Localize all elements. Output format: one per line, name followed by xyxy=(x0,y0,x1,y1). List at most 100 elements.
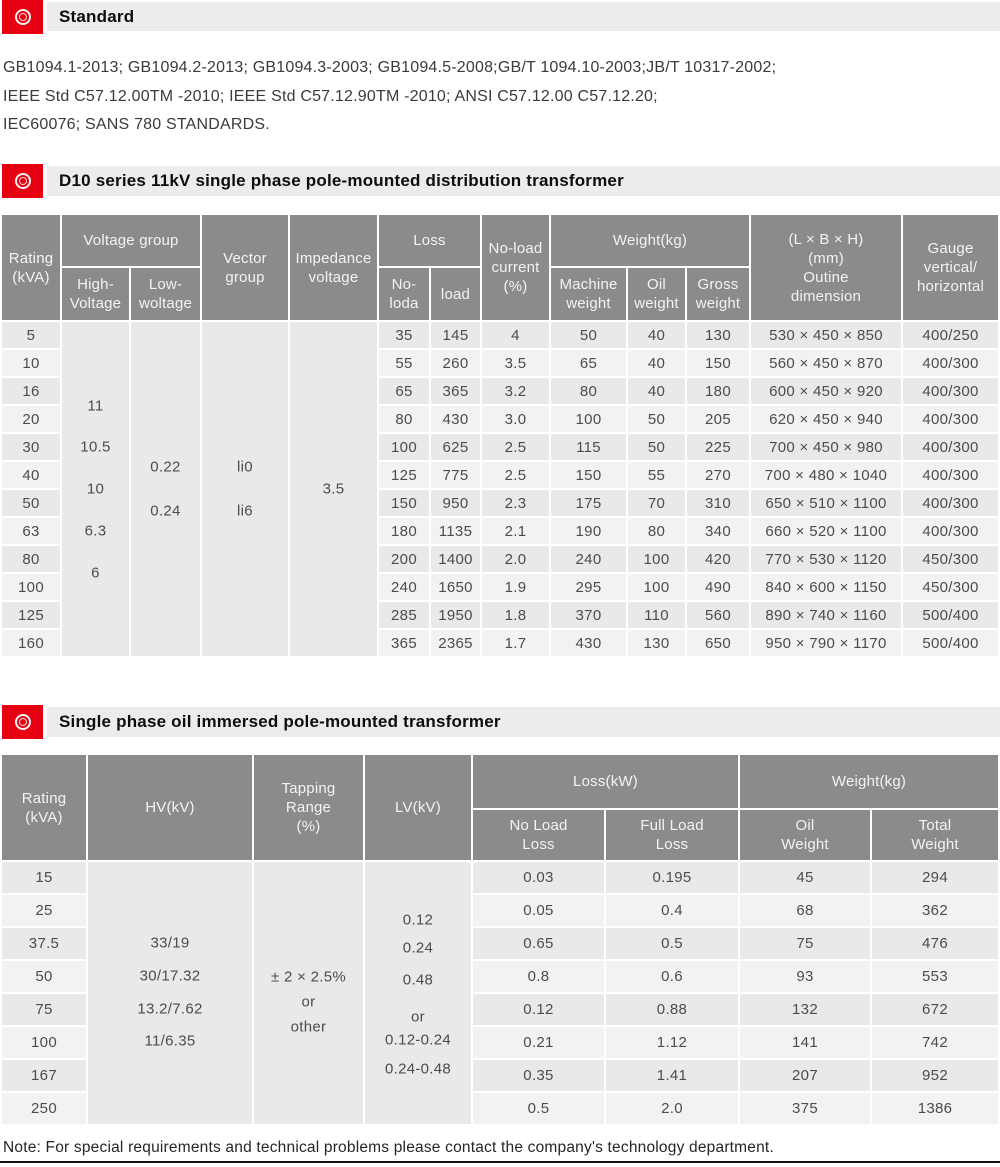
table-header-row: No Load Loss Full Load Loss Oil Weight T… xyxy=(2,810,998,860)
table-cell: 742 xyxy=(872,1027,998,1058)
merged-value: li6 xyxy=(237,502,253,520)
table-cell: 1135 xyxy=(431,518,480,544)
col-header-oil-weight: Oil Weight xyxy=(740,810,870,860)
table-cell: 2.0 xyxy=(606,1093,738,1124)
merged-value: 0.24-0.48 xyxy=(384,1060,452,1078)
table-row: 160 365 2365 1.7 430 130 650 950 × 790 × 1170 50… xyxy=(2,630,998,656)
table-body: 15 33/19 30/17.32 13.2/7.62 11/6.35 ± 2 × 2.5… xyxy=(2,862,998,1124)
merged-value: 6 xyxy=(91,564,100,581)
table-cell: 260 xyxy=(431,350,480,376)
table-row: 63 180 1135 2.1 190 80 340 660 × 520 × 1100 400/… xyxy=(2,518,998,544)
bottom-divider xyxy=(0,1161,1000,1163)
table-cell: 70 xyxy=(628,490,685,516)
col-header-rating: Rating (kVA) xyxy=(2,755,86,860)
merged-value: other xyxy=(290,1018,327,1036)
table-header-row: Rating (kVA) HV(kV) Tapping Range (%) LV… xyxy=(2,755,998,860)
col-header-no-load-current: No-load current (%) xyxy=(482,215,549,320)
table-cell: 150 xyxy=(687,350,749,376)
table-cell: 80 xyxy=(628,518,685,544)
table-cell: 50 xyxy=(551,322,626,348)
table-cell: 16 xyxy=(2,378,60,404)
table-cell: 0.03 xyxy=(473,862,604,893)
table-cell: 1950 xyxy=(431,602,480,628)
table-cell: 125 xyxy=(379,462,429,488)
table-cell: 65 xyxy=(379,378,429,404)
merged-value: li0 xyxy=(237,458,253,476)
table-cell: 950 × 790 × 1170 xyxy=(751,630,901,656)
merged-value: 13.2/7.62 xyxy=(137,1000,203,1018)
table-cell: 672 xyxy=(872,994,998,1025)
col-header-loss-kw: Loss(kW) xyxy=(473,755,738,808)
table-cell: 0.5 xyxy=(606,928,738,959)
company-emblem-icon xyxy=(2,164,43,198)
standards-line: IEEE Std C57.12.00TM -2010; IEEE Std C57… xyxy=(3,87,658,105)
table-cell: 340 xyxy=(687,518,749,544)
merged-value: 0.22 xyxy=(150,458,181,476)
table-cell: 150 xyxy=(551,462,626,488)
table-cell: 130 xyxy=(687,322,749,348)
table-cell: 68 xyxy=(740,895,870,926)
merged-value: 10 xyxy=(86,480,105,498)
table-cell: 270 xyxy=(687,462,749,488)
table-cell: 50 xyxy=(628,406,685,432)
table-cell: 100 xyxy=(2,1027,86,1058)
table-cell: 100 xyxy=(379,434,429,460)
table-cell: 770 × 530 × 1120 xyxy=(751,546,901,572)
table-cell: 400/300 xyxy=(903,434,998,460)
table-row: 50 150 950 2.3 175 70 310 650 × 510 × 1100 400/3… xyxy=(2,490,998,516)
merged-value: ± 2 × 2.5% xyxy=(270,968,347,986)
merged-value: 6.3 xyxy=(84,522,107,540)
table-cell: 63 xyxy=(2,518,60,544)
table-row: 50 0.8 0.6 93 553 xyxy=(2,961,998,992)
table-row: 80 200 1400 2.0 240 100 420 770 × 530 × 1120 450… xyxy=(2,546,998,572)
section-title: D10 series 11kV single phase pole-mounte… xyxy=(59,171,624,190)
table-cell: 1.12 xyxy=(606,1027,738,1058)
merged-value: 0.48 xyxy=(402,971,434,989)
merged-cell-impedance_voltage: 3.5 xyxy=(290,322,377,656)
table-cell: 240 xyxy=(551,546,626,572)
table-row: 30 100 625 2.5 115 50 225 700 × 450 × 980 400/30… xyxy=(2,434,998,460)
table-cell: 500/400 xyxy=(903,602,998,628)
table-cell: 560 × 450 × 870 xyxy=(751,350,901,376)
table-cell: 200 xyxy=(379,546,429,572)
table-cell: 1400 xyxy=(431,546,480,572)
table-cell: 840 × 600 × 1150 xyxy=(751,574,901,600)
table-cell: 1.8 xyxy=(482,602,549,628)
table-cell: 0.05 xyxy=(473,895,604,926)
table-cell: 0.195 xyxy=(606,862,738,893)
table-cell: 1.9 xyxy=(482,574,549,600)
table-cell: 0.4 xyxy=(606,895,738,926)
table-cell: 100 xyxy=(2,574,60,600)
table-cell: 150 xyxy=(379,490,429,516)
table-cell: 100 xyxy=(551,406,626,432)
col-header-no-load-loss: No- loda xyxy=(379,268,429,320)
table-cell: 450/300 xyxy=(903,546,998,572)
table-cell: 3.5 xyxy=(482,350,549,376)
table-row: 125 285 1950 1.8 370 110 560 890 × 740 × 1160 50… xyxy=(2,602,998,628)
table-cell: 40 xyxy=(628,378,685,404)
table-cell: 890 × 740 × 1160 xyxy=(751,602,901,628)
table-cell: 0.65 xyxy=(473,928,604,959)
table-cell: 75 xyxy=(2,994,86,1025)
table-row: 16 65 365 3.2 80 40 180 600 × 450 × 920 400/300 xyxy=(2,378,998,404)
table-cell: 3.0 xyxy=(482,406,549,432)
merged-value: 33/19 xyxy=(150,934,190,952)
table-cell: 362 xyxy=(872,895,998,926)
table-cell: 130 xyxy=(628,630,685,656)
table-cell: 0.88 xyxy=(606,994,738,1025)
table-body: 5 11 10.5 10 6.3 6 0.22 0.24 li0 li6 3.5 35 145 4 50 40… xyxy=(2,322,998,656)
table-cell: 35 xyxy=(379,322,429,348)
merged-value: or xyxy=(301,993,316,1011)
table-cell: 600 × 450 × 920 xyxy=(751,378,901,404)
standards-line: GB1094.1-2013; GB1094.2-2013; GB1094.3-2… xyxy=(3,59,777,76)
table-cell: 141 xyxy=(740,1027,870,1058)
table-cell: 15 xyxy=(2,862,86,893)
table-cell: 0.8 xyxy=(473,961,604,992)
table-cell: 1.41 xyxy=(606,1060,738,1091)
table-cell: 620 × 450 × 940 xyxy=(751,406,901,432)
col-header-lv: LV(kV) xyxy=(365,755,471,860)
table-cell: 0.5 xyxy=(473,1093,604,1124)
table-cell: 400/300 xyxy=(903,378,998,404)
table-cell: 2.3 xyxy=(482,490,549,516)
